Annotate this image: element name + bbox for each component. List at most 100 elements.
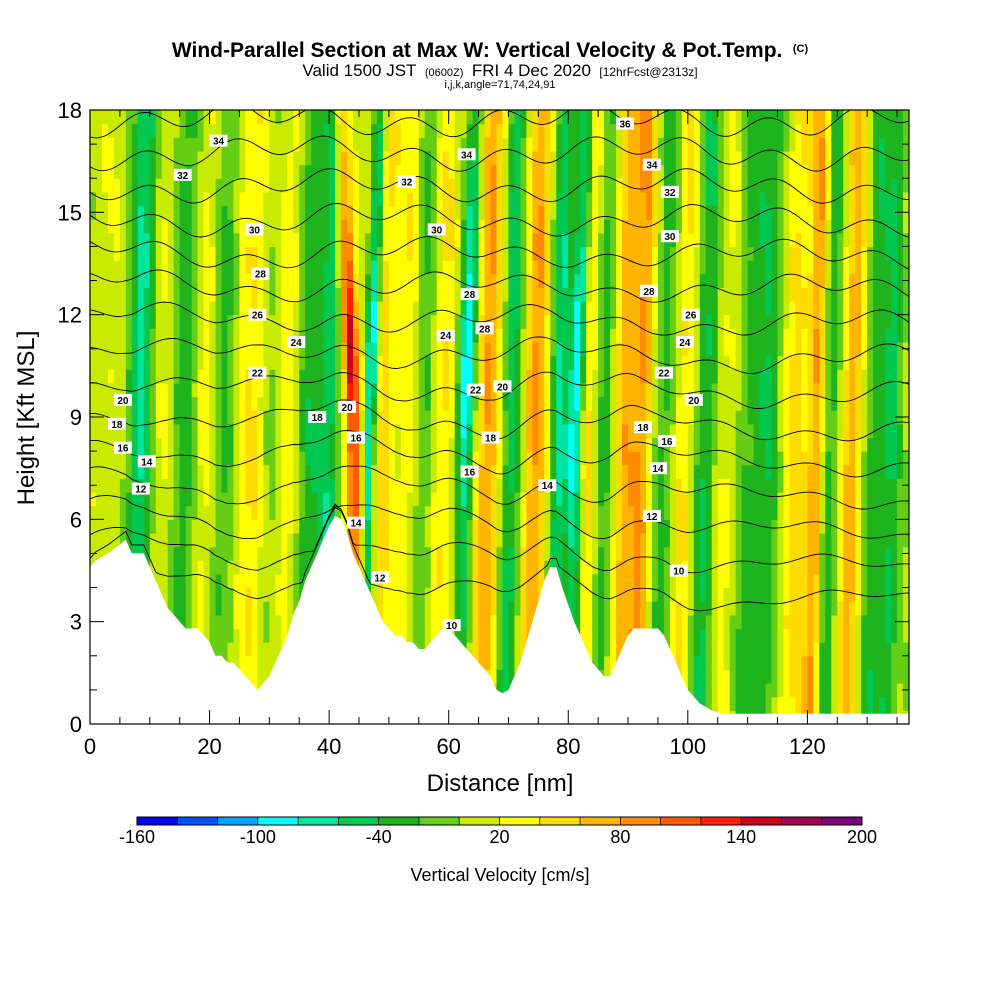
w-cell (376, 492, 384, 507)
w-cell (598, 410, 605, 425)
w-cell (107, 273, 115, 288)
w-cell (628, 451, 635, 466)
w-cell (185, 123, 193, 138)
w-cell (269, 642, 276, 657)
w-cell (693, 532, 701, 548)
w-cell (514, 410, 522, 425)
w-cell (412, 137, 420, 152)
w-cell (484, 601, 492, 616)
w-cell (514, 191, 522, 207)
w-cell (622, 301, 629, 316)
w-cell (478, 478, 486, 493)
w-cell (191, 614, 199, 630)
w-cell (508, 614, 516, 630)
w-cell (454, 451, 462, 466)
w-cell (227, 110, 235, 125)
w-cell (233, 464, 241, 479)
w-cell (430, 246, 438, 261)
w-cell (532, 437, 539, 452)
w-cell (424, 260, 432, 275)
w-cell (167, 232, 175, 248)
w-cell (711, 178, 719, 193)
w-cell (562, 369, 569, 384)
w-cell (717, 410, 725, 425)
w-cell (735, 410, 743, 425)
w-cell (651, 355, 659, 370)
w-cell (412, 273, 420, 288)
w-cell (305, 519, 312, 534)
w-cell (263, 423, 270, 439)
w-cell (598, 532, 605, 548)
w-cell (329, 451, 336, 466)
w-cell (305, 150, 312, 166)
w-cell (394, 492, 402, 507)
w-cell (663, 614, 671, 630)
w-cell (95, 328, 103, 343)
w-cell (526, 301, 533, 316)
w-cell (269, 382, 276, 398)
w-cell (167, 464, 175, 479)
w-cell (735, 246, 743, 261)
w-cell (562, 110, 569, 125)
w-cell (430, 110, 438, 125)
w-cell (388, 314, 396, 329)
w-cell (496, 532, 504, 548)
w-cell (687, 587, 695, 602)
w-cell (137, 464, 145, 479)
w-cell (610, 137, 617, 152)
w-cell (406, 410, 414, 425)
w-cell (317, 451, 324, 466)
w-cell (143, 205, 151, 220)
w-cell (155, 123, 163, 138)
w-cell (173, 601, 181, 616)
w-cell (221, 273, 229, 288)
w-cell (729, 532, 737, 548)
w-cell (370, 260, 378, 275)
w-cell (448, 123, 456, 138)
w-cell (622, 110, 629, 125)
w-cell (233, 437, 241, 452)
w-cell (520, 178, 527, 193)
w-cell (418, 137, 426, 152)
w-cell (639, 532, 647, 548)
w-cell (317, 519, 324, 534)
w-cell (376, 532, 384, 548)
w-cell (203, 546, 211, 561)
w-cell (215, 219, 223, 234)
w-cell (616, 328, 623, 343)
w-cell (430, 396, 438, 411)
w-cell (634, 478, 641, 493)
w-cell (131, 382, 139, 398)
w-cell (293, 328, 300, 343)
w-cell (723, 669, 731, 684)
w-cell (478, 232, 486, 248)
w-cell (675, 614, 683, 630)
w-cell (257, 287, 264, 302)
w-cell (592, 601, 599, 616)
w-cell (95, 137, 103, 152)
w-cell (735, 205, 743, 220)
w-cell (227, 164, 235, 179)
w-cell (604, 614, 611, 630)
w-cell (269, 587, 276, 602)
w-cell (287, 505, 294, 520)
w-cell (616, 137, 623, 152)
w-cell (490, 519, 498, 534)
w-cell (376, 396, 384, 411)
w-cell (556, 519, 563, 534)
w-cell (568, 355, 575, 370)
w-cell (394, 341, 402, 357)
w-cell (305, 301, 312, 316)
w-cell (454, 328, 462, 343)
w-cell (412, 628, 420, 643)
w-cell (634, 205, 641, 220)
w-cell (293, 423, 300, 439)
w-cell (741, 178, 749, 193)
w-cell (113, 314, 121, 329)
w-cell (113, 246, 121, 261)
w-cell (155, 478, 163, 493)
w-cell (502, 669, 510, 684)
w-cell (424, 546, 432, 561)
w-cell (209, 437, 217, 452)
w-cell (568, 382, 575, 398)
